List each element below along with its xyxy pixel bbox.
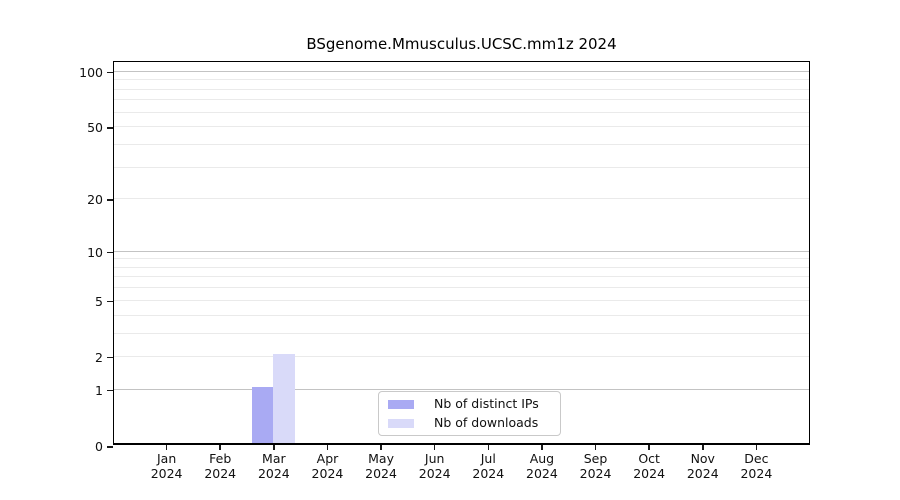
y-gridline-minor (114, 166, 809, 168)
x-tick-label: Nov 2024 (686, 451, 719, 481)
y-gridline-minor (114, 287, 809, 289)
x-tick-mark (326, 445, 329, 450)
legend-swatch-downloads (388, 418, 414, 428)
y-tick-label: 5 (95, 293, 103, 309)
plot-area (113, 61, 810, 445)
y-gridline-minor (114, 198, 809, 200)
y-tick-mark (107, 251, 113, 254)
x-tick-mark (165, 445, 168, 450)
bar-nb-of-distinct-ips (251, 386, 274, 443)
x-tick-label: May 2024 (365, 451, 397, 481)
y-gridline-minor (114, 111, 809, 113)
legend-swatch-distinct-ips (388, 399, 414, 409)
y-gridline-minor (114, 88, 809, 90)
y-tick-label: 50 (87, 120, 103, 136)
x-tick-mark (380, 445, 382, 450)
x-tick-mark (755, 445, 758, 450)
y-gridline-minor (114, 99, 809, 101)
x-tick-mark (594, 445, 597, 450)
x-tick-label: Apr 2024 (311, 451, 344, 481)
y-tick-mark (107, 356, 113, 359)
y-gridline-major (114, 388, 809, 390)
bar-nb-of-downloads (273, 353, 295, 443)
y-gridline-minor (114, 332, 809, 334)
y-tick-label: 1 (95, 382, 103, 398)
y-tick-mark (107, 71, 113, 74)
y-tick-label: 100 (79, 64, 103, 80)
y-gridline-minor (114, 79, 809, 81)
y-tick-mark (107, 446, 113, 448)
y-gridline-minor (114, 258, 809, 260)
y-tick-mark (107, 199, 113, 201)
y-gridline-minor (114, 314, 809, 316)
x-tick-label: Jan 2024 (150, 451, 183, 481)
x-tick-mark (219, 445, 221, 450)
chart-title: BSgenome.Mmusculus.UCSC.mm1z 2024 (306, 35, 617, 53)
x-tick-label: Sep 2024 (579, 451, 612, 481)
y-tick-label: 10 (87, 244, 103, 260)
y-tick-mark (107, 127, 113, 129)
legend-label-distinct-ips: Nb of distinct IPs (434, 396, 539, 411)
x-tick-mark (433, 445, 436, 450)
x-tick-mark (702, 445, 704, 450)
x-tick-label: Jun 2024 (418, 451, 451, 481)
y-tick-mark (107, 389, 113, 392)
y-gridline-minor (114, 355, 809, 357)
y-gridline-minor (114, 276, 809, 278)
y-gridline-minor (114, 126, 809, 128)
legend: Nb of distinct IPs Nb of downloads (378, 391, 561, 436)
y-gridline-minor (114, 143, 809, 145)
x-tick-mark (648, 445, 650, 450)
x-tick-mark (273, 445, 275, 450)
legend-entry-downloads: Nb of downloads (388, 415, 551, 431)
x-tick-label: Feb 2024 (204, 451, 237, 481)
y-tick-label: 2 (95, 349, 103, 365)
x-tick-mark (487, 445, 490, 450)
y-tick-label: 20 (87, 192, 103, 208)
x-tick-label: Oct 2024 (633, 451, 666, 481)
y-tick-label: 0 (95, 439, 103, 454)
x-tick-label: Mar 2024 (257, 451, 290, 481)
x-tick-label: Aug 2024 (526, 451, 558, 481)
y-gridline-major (114, 70, 809, 72)
y-tick-mark (107, 300, 113, 303)
y-gridline-minor (114, 266, 809, 268)
y-gridline-minor (114, 299, 809, 301)
x-tick-label: Dec 2024 (740, 451, 773, 481)
x-tick-mark (541, 445, 543, 450)
legend-entry-distinct-ips: Nb of distinct IPs (388, 396, 551, 412)
x-tick-label: Jul 2024 (472, 451, 505, 481)
legend-label-downloads: Nb of downloads (434, 415, 539, 430)
y-gridline-major (114, 250, 809, 252)
